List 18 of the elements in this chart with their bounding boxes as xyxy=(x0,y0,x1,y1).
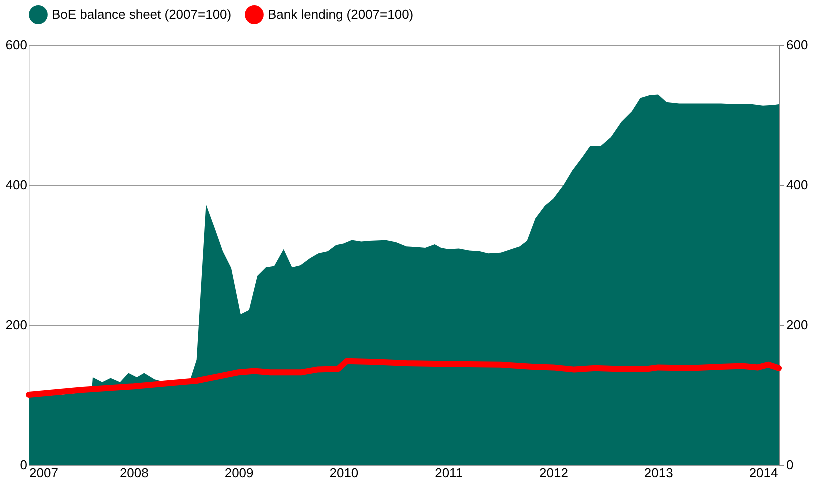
x-tick-label: 2010 xyxy=(330,466,359,480)
x-tick-label: 2008 xyxy=(120,466,149,480)
y2-tick-label: 200 xyxy=(786,318,808,332)
x-tick-label: 2014 xyxy=(749,466,778,480)
x-tick-label: 2012 xyxy=(540,466,568,480)
x-tick-label: 2007 xyxy=(30,466,58,480)
legend-label: Bank lending (2007=100) xyxy=(268,6,414,22)
y-tick-label: 200 xyxy=(6,318,28,332)
x-tick-label: 2009 xyxy=(224,466,254,480)
legend-label: BoE balance sheet (2007=100) xyxy=(52,6,232,22)
y2-tick-label: 600 xyxy=(786,38,808,52)
y-tick-label: 0 xyxy=(20,458,28,472)
x-tick-label: 2011 xyxy=(435,466,464,480)
y2-tick-label: 400 xyxy=(786,178,808,192)
x-tick-label: 2013 xyxy=(644,466,674,480)
y-tick-label: 400 xyxy=(6,178,28,192)
y-tick-label: 600 xyxy=(6,38,28,52)
y2-tick-label: 0 xyxy=(786,458,794,472)
